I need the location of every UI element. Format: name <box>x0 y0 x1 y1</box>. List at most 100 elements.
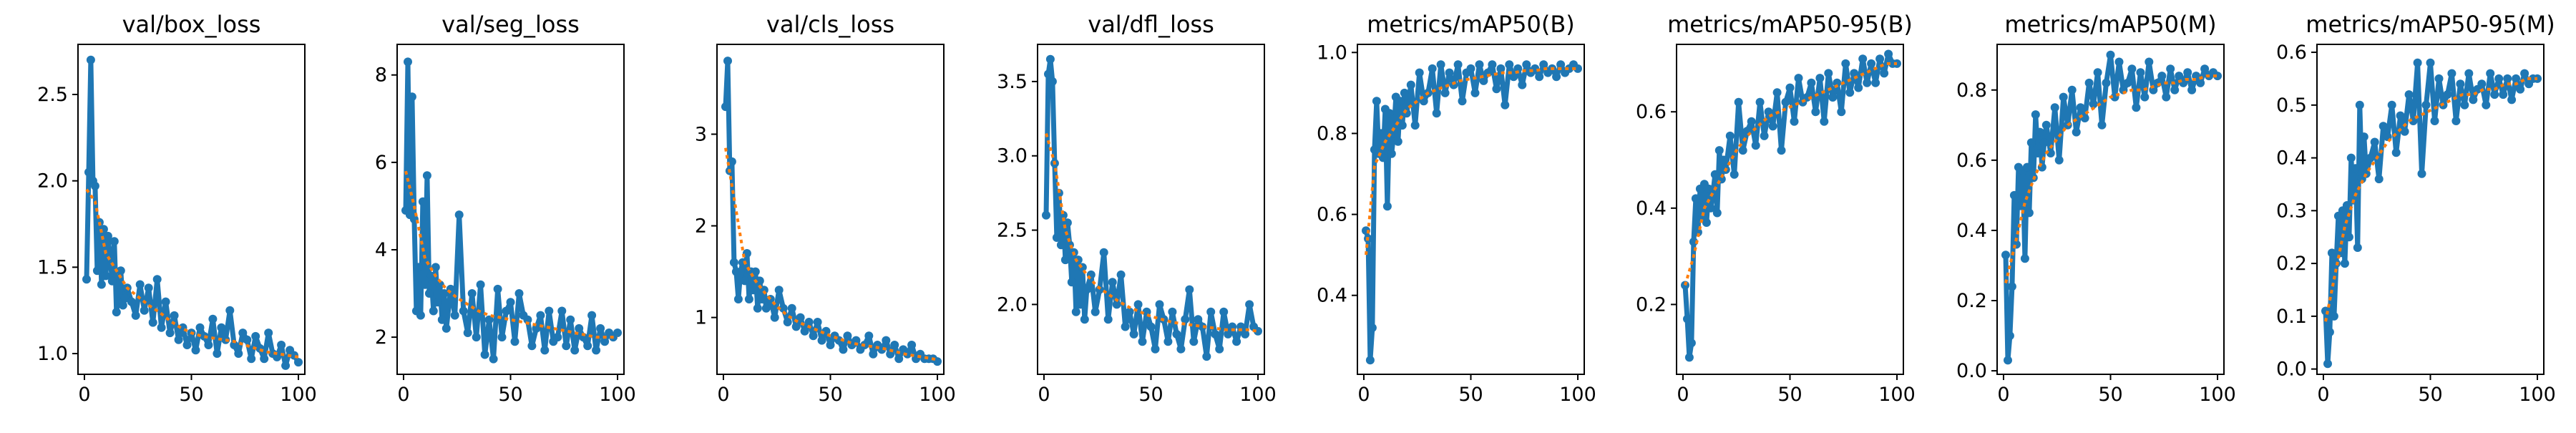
data-point <box>1710 170 1719 179</box>
y-tick-label: 2.5 <box>37 84 68 106</box>
data-point <box>759 286 769 295</box>
data-point <box>757 295 766 303</box>
data-point <box>1415 68 1424 77</box>
y-tick-label: 2.5 <box>997 220 1028 242</box>
data-point <box>903 349 912 359</box>
data-point <box>463 329 472 337</box>
data-point <box>2443 90 2452 99</box>
data-point <box>1574 64 1582 73</box>
data-point <box>467 289 477 298</box>
data-point <box>1760 131 1769 140</box>
x-tick-label: 100 <box>1239 384 1277 406</box>
data-point <box>1189 337 1199 346</box>
y-tick-label: 0.8 <box>1956 79 1987 102</box>
data-point <box>2417 169 2426 178</box>
data-point <box>791 322 801 331</box>
data-point <box>566 315 575 324</box>
data-point <box>613 329 622 337</box>
data-point <box>1751 141 1760 150</box>
data-point <box>1044 69 1053 79</box>
y-tick-label: 0.6 <box>1956 150 1987 172</box>
data-point <box>1091 307 1100 316</box>
data-point <box>407 92 416 102</box>
y-tick-label: 8 <box>375 64 387 87</box>
data-point <box>435 280 444 289</box>
data-point <box>429 306 438 316</box>
data-point <box>2359 132 2368 142</box>
data-point <box>2351 164 2360 173</box>
data-point <box>1845 88 1855 97</box>
data-point <box>1794 74 1803 83</box>
data-point <box>1863 78 1872 87</box>
data-point <box>1042 210 1050 220</box>
data-point <box>1056 240 1065 250</box>
chart-title: val/box_loss <box>122 11 261 38</box>
data-point <box>109 237 119 246</box>
data-point <box>1858 54 1868 64</box>
data-point <box>540 346 550 355</box>
data-point <box>165 329 175 338</box>
y-tick-label: 1.0 <box>37 343 68 365</box>
data-point <box>1067 278 1076 287</box>
data-point <box>1556 60 1566 69</box>
data-point <box>1048 77 1057 86</box>
data-point <box>744 295 753 303</box>
data-point <box>727 157 736 166</box>
x-tick-label: 100 <box>2519 384 2556 406</box>
x-tick-label: 100 <box>599 384 636 406</box>
data-point <box>1785 83 1795 92</box>
data-point <box>579 333 588 342</box>
data-point <box>740 276 749 286</box>
data-point <box>2520 69 2529 78</box>
data-point <box>174 335 183 344</box>
data-point <box>575 323 584 333</box>
plot-frame <box>1357 44 1585 375</box>
data-point <box>1492 84 1501 94</box>
data-point <box>84 167 93 177</box>
data-point <box>1389 129 1398 138</box>
data-point <box>2004 356 2012 365</box>
plot-frame <box>77 44 306 375</box>
chart-title: val/dfl_loss <box>1088 11 1214 38</box>
data-point <box>2329 311 2338 321</box>
data-point <box>1712 208 1722 218</box>
data-point <box>1479 76 1488 85</box>
data-point <box>170 311 179 320</box>
x-tick-label: 100 <box>1559 384 1596 406</box>
data-point <box>426 271 436 281</box>
data-point <box>2430 117 2439 125</box>
data-point <box>510 337 519 346</box>
chart-panel-2: val/seg_loss 0 50 100 2 4 6 8 <box>375 11 636 406</box>
series-raw-line <box>84 57 301 369</box>
data-point <box>736 267 745 276</box>
y-tick-label: 0.4 <box>1956 220 1987 242</box>
data-point <box>127 297 136 306</box>
x-tick-label: 100 <box>919 384 956 406</box>
data-point <box>92 266 102 276</box>
data-point <box>2447 69 2457 78</box>
data-point <box>437 315 447 324</box>
data-point <box>1060 256 1070 265</box>
data-point <box>135 280 145 289</box>
data-point <box>230 341 239 349</box>
data-point <box>459 306 468 316</box>
data-point <box>804 318 814 326</box>
data-point <box>2421 100 2431 110</box>
data-point <box>2494 74 2504 83</box>
data-point <box>1854 83 1863 92</box>
x-tick-label: 50 <box>2418 384 2442 406</box>
data-point <box>2469 95 2478 104</box>
y-tick-label: 3.0 <box>997 145 1028 167</box>
series-smooth-line <box>85 188 299 359</box>
data-point <box>2123 78 2132 87</box>
data-point <box>2387 100 2396 110</box>
data-point <box>755 276 764 286</box>
data-point <box>1082 285 1091 294</box>
data-point <box>1133 300 1143 309</box>
data-point <box>1867 59 1876 68</box>
data-point <box>200 331 209 341</box>
data-point <box>116 266 125 276</box>
data-point <box>2136 68 2145 77</box>
data-point <box>1151 344 1160 354</box>
data-point <box>414 263 423 272</box>
